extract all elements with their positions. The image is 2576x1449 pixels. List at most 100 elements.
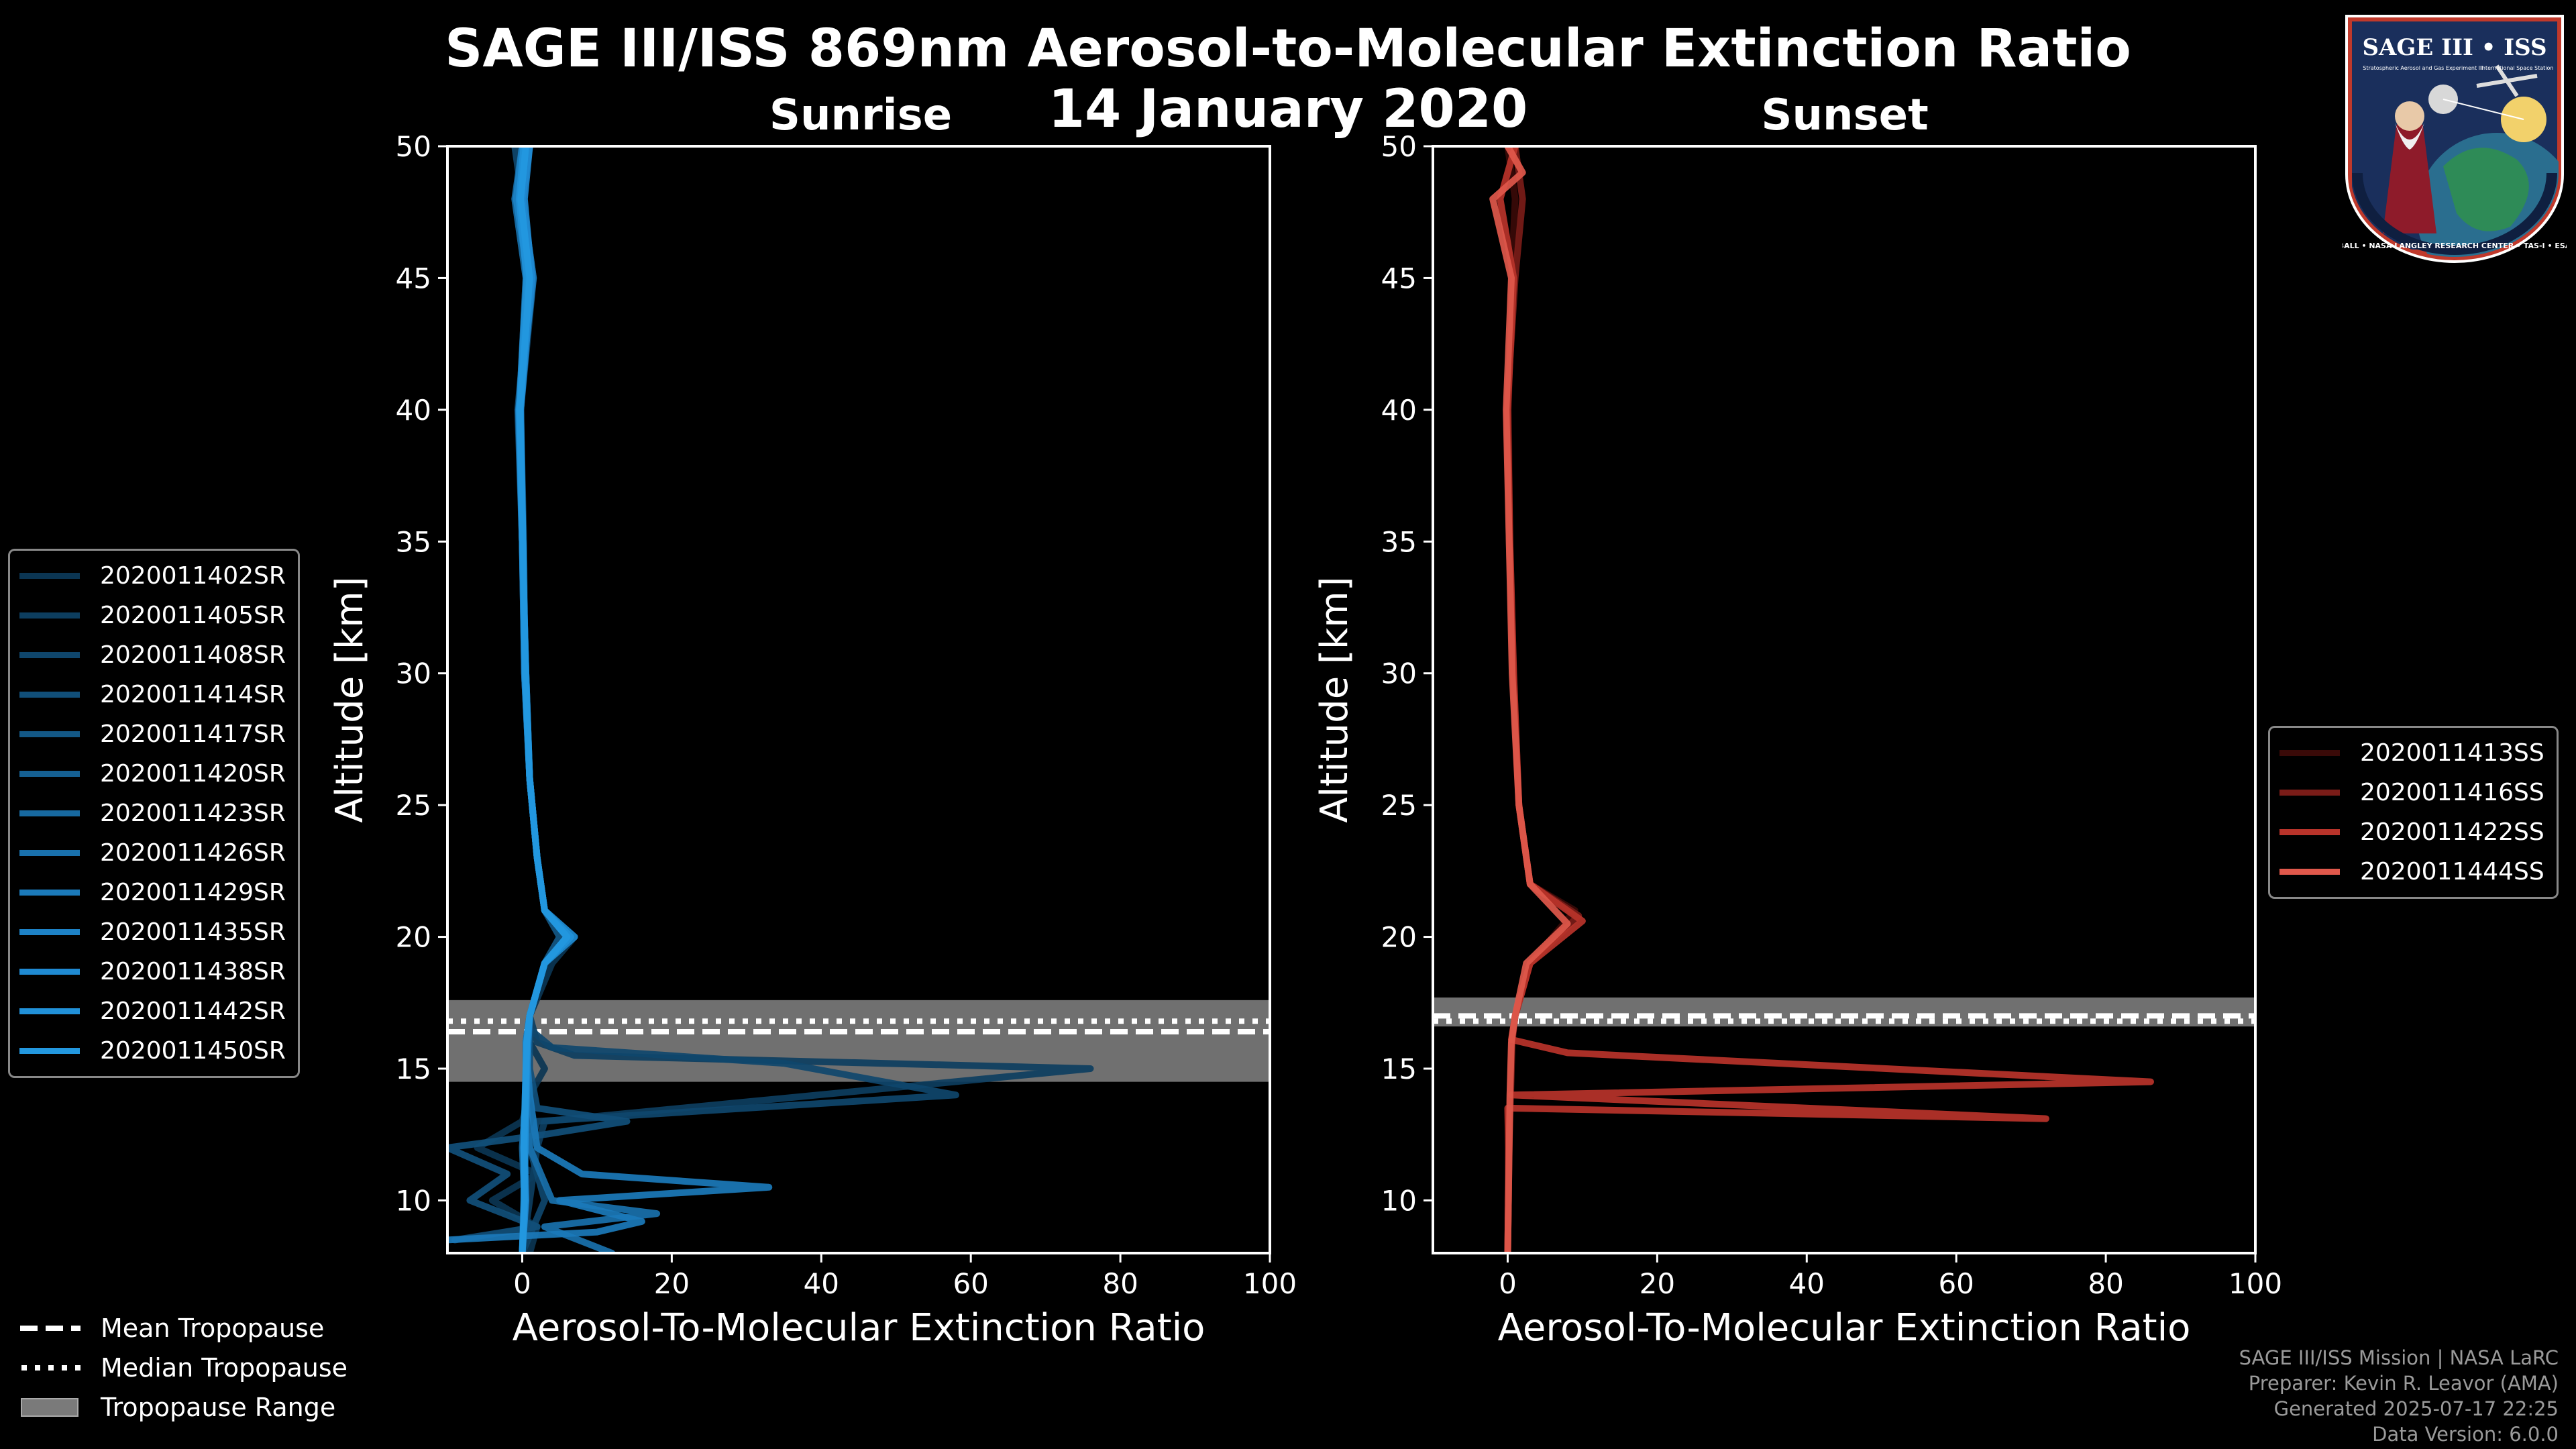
sunrise-y-tick-label: 10 bbox=[396, 1184, 431, 1217]
sunrise-x-tick-label: 60 bbox=[953, 1267, 988, 1300]
badge-station: International Space Station bbox=[2481, 65, 2554, 71]
sunset-y-axis-label: Altitude [km] bbox=[1313, 576, 1356, 822]
sunrise-panel: 0 20 40 60 80 100 10 15 20 25 30 35 40 45 50 Aerosol-To… bbox=[328, 130, 1297, 1350]
sunrise-legend-entry: 2020011408SR bbox=[10, 635, 298, 675]
sunset-y-tick-label: 45 bbox=[1381, 262, 1417, 294]
sunset-panel: 0 20 40 60 80 100 10 15 20 25 30 35 40 45 50 Aerosol-To… bbox=[1313, 130, 2282, 1350]
sunrise-y-tick-label: 50 bbox=[396, 130, 431, 163]
sunrise-legend-label: 2020011435SR bbox=[100, 918, 286, 946]
sunset-plot-content bbox=[1433, 146, 2255, 1253]
legend-line-swatch-icon bbox=[19, 731, 80, 737]
sunset-y-tick-label: 40 bbox=[1381, 394, 1417, 427]
mean-tropopause-label: Mean Tropopause bbox=[101, 1313, 325, 1343]
sunrise-axes-frame bbox=[446, 145, 1271, 1254]
series-line-2020011444SS bbox=[1489, 146, 1571, 1253]
sunrise-legend-label: 2020011423SR bbox=[100, 800, 286, 827]
sunset-y-tick-label: 20 bbox=[1381, 921, 1417, 954]
sunrise-legend-label: 2020011438SR bbox=[100, 958, 286, 985]
sunrise-legend-entry: 2020011417SR bbox=[10, 714, 298, 754]
sunset-y-tick-label: 25 bbox=[1381, 789, 1417, 822]
sunset-y-tick-label: 50 bbox=[1381, 130, 1417, 163]
sunset-panel-title: Sunset bbox=[1761, 91, 1929, 140]
legend-line-swatch-icon bbox=[19, 652, 80, 658]
sunset-x-tick-label: 80 bbox=[2088, 1267, 2123, 1300]
sunrise-x-tick-label: 0 bbox=[513, 1267, 531, 1300]
sunrise-y-tick-label: 20 bbox=[396, 921, 431, 954]
sunset-y-tick-label: 15 bbox=[1381, 1053, 1417, 1085]
sunrise-x-tick-label: 80 bbox=[1102, 1267, 1138, 1300]
footer-preparer: Preparer: Kevin R. Leavor (AMA) bbox=[2248, 1372, 2559, 1395]
sunrise-legend-entry: 2020011414SR bbox=[10, 675, 298, 714]
sunset-legend-label: 2020011444SS bbox=[2360, 858, 2544, 885]
sunrise-y-tick-label: 45 bbox=[396, 262, 431, 294]
footer-version: Data Version: 6.0.0 bbox=[2372, 1423, 2559, 1446]
sunrise-legend-entry: 2020011438SR bbox=[10, 952, 298, 991]
mean-tropopause-entry: Mean Tropopause bbox=[20, 1308, 347, 1348]
sage-iii-iss-badge-logo: SAGE III • ISS Stratospheric Aerosol and… bbox=[2343, 15, 2567, 263]
sunrise-legend: 2020011402SR 2020011405SR 2020011408SR 2020… bbox=[8, 549, 300, 1078]
legend-line-swatch-icon bbox=[19, 890, 80, 896]
sunset-legend-entry: 2020011422SS bbox=[2270, 812, 2557, 852]
legend-line-swatch-icon bbox=[2279, 750, 2340, 756]
sunrise-legend-label: 2020011450SR bbox=[100, 1037, 286, 1065]
sunrise-legend-entry: 2020011442SR bbox=[10, 991, 298, 1031]
legend-line-swatch-icon bbox=[19, 969, 80, 975]
sunset-y-tick-label: 35 bbox=[1381, 525, 1417, 558]
sunrise-legend-entry: 2020011426SR bbox=[10, 833, 298, 873]
dashed-line-icon bbox=[20, 1325, 80, 1331]
footer-generated: Generated 2025-07-17 22:25 bbox=[2273, 1397, 2559, 1420]
sunrise-legend-label: 2020011420SR bbox=[100, 760, 286, 788]
series-line-2020011450SR bbox=[517, 146, 571, 1253]
tropopause-range-entry: Tropopause Range bbox=[20, 1387, 347, 1427]
sunrise-legend-entry: 2020011423SR bbox=[10, 794, 298, 833]
sunset-x-tick-label: 20 bbox=[1640, 1267, 1675, 1300]
footer-credits: SAGE III/ISS Mission | NASA LaRC Prepare… bbox=[2239, 1345, 2559, 1447]
sunrise-plot-area bbox=[447, 146, 1270, 1253]
sunrise-y-tick-label: 25 bbox=[396, 789, 431, 822]
sunrise-legend-entry: 2020011450SR bbox=[10, 1031, 298, 1071]
legend-line-swatch-icon bbox=[19, 573, 80, 579]
legend-line-swatch-icon bbox=[19, 810, 80, 816]
tropopause-range-label: Tropopause Range bbox=[101, 1392, 336, 1422]
sunset-legend-label: 2020011416SS bbox=[2360, 779, 2544, 806]
legend-line-swatch-icon bbox=[19, 1048, 80, 1054]
legend-line-swatch-icon bbox=[2279, 829, 2340, 835]
sunrise-legend-entry: 2020011402SR bbox=[10, 556, 298, 596]
badge-subtitle: Stratospheric Aerosol and Gas Experiment… bbox=[2363, 65, 2483, 71]
sunrise-legend-label: 2020011442SR bbox=[100, 998, 286, 1025]
legend-line-swatch-icon bbox=[19, 1008, 80, 1014]
sunset-x-axis-label: Aerosol-To-Molecular Extinction Ratio bbox=[1498, 1306, 2191, 1350]
sunrise-legend-label: 2020011402SR bbox=[100, 562, 286, 590]
sunrise-x-tick-label: 40 bbox=[804, 1267, 839, 1300]
range-swatch-icon bbox=[21, 1397, 78, 1417]
sunrise-legend-entry: 2020011435SR bbox=[10, 912, 298, 952]
median-tropopause-label: Median Tropopause bbox=[101, 1352, 347, 1383]
legend-line-swatch-icon bbox=[19, 929, 80, 935]
sunrise-legend-label: 2020011408SR bbox=[100, 641, 286, 669]
sunrise-legend-entry: 2020011429SR bbox=[10, 873, 298, 912]
sunrise-x-tick-label: 100 bbox=[1243, 1267, 1297, 1300]
tropopause-legend: Mean Tropopause Median Tropopause Tropop… bbox=[20, 1308, 347, 1427]
sunrise-legend-label: 2020011417SR bbox=[100, 720, 286, 748]
sunset-legend-entry: 2020011444SS bbox=[2270, 852, 2557, 892]
sunset-x-tick-label: 100 bbox=[2229, 1267, 2282, 1300]
sunrise-legend-label: 2020011405SR bbox=[100, 602, 286, 629]
sunrise-y-tick-label: 30 bbox=[396, 657, 431, 690]
sunrise-legend-label: 2020011414SR bbox=[100, 681, 286, 708]
sunrise-y-tick-label: 15 bbox=[396, 1053, 431, 1085]
sunrise-y-tick-label: 35 bbox=[396, 525, 431, 558]
legend-line-swatch-icon bbox=[19, 692, 80, 698]
sunset-y-tick-label: 10 bbox=[1381, 1184, 1417, 1217]
sunrise-legend-label: 2020011426SR bbox=[100, 839, 286, 867]
sunrise-legend-label: 2020011429SR bbox=[100, 879, 286, 906]
sunset-legend-label: 2020011422SS bbox=[2360, 818, 2544, 846]
legend-line-swatch-icon bbox=[19, 612, 80, 619]
median-tropopause-entry: Median Tropopause bbox=[20, 1348, 347, 1387]
figure-title: SAGE III/ISS 869nm Aerosol-to-Molecular … bbox=[445, 19, 2131, 79]
badge-ring-text: BALL • NASA LANGLEY RESEARCH CENTER • TA… bbox=[2343, 241, 2567, 250]
sunset-legend-entry: 2020011416SS bbox=[2270, 773, 2557, 812]
sunrise-x-axis-label: Aerosol-To-Molecular Extinction Ratio bbox=[513, 1306, 1205, 1350]
sunset-legend: 2020011413SS 2020011416SS 2020011422SS 2020… bbox=[2268, 726, 2559, 899]
